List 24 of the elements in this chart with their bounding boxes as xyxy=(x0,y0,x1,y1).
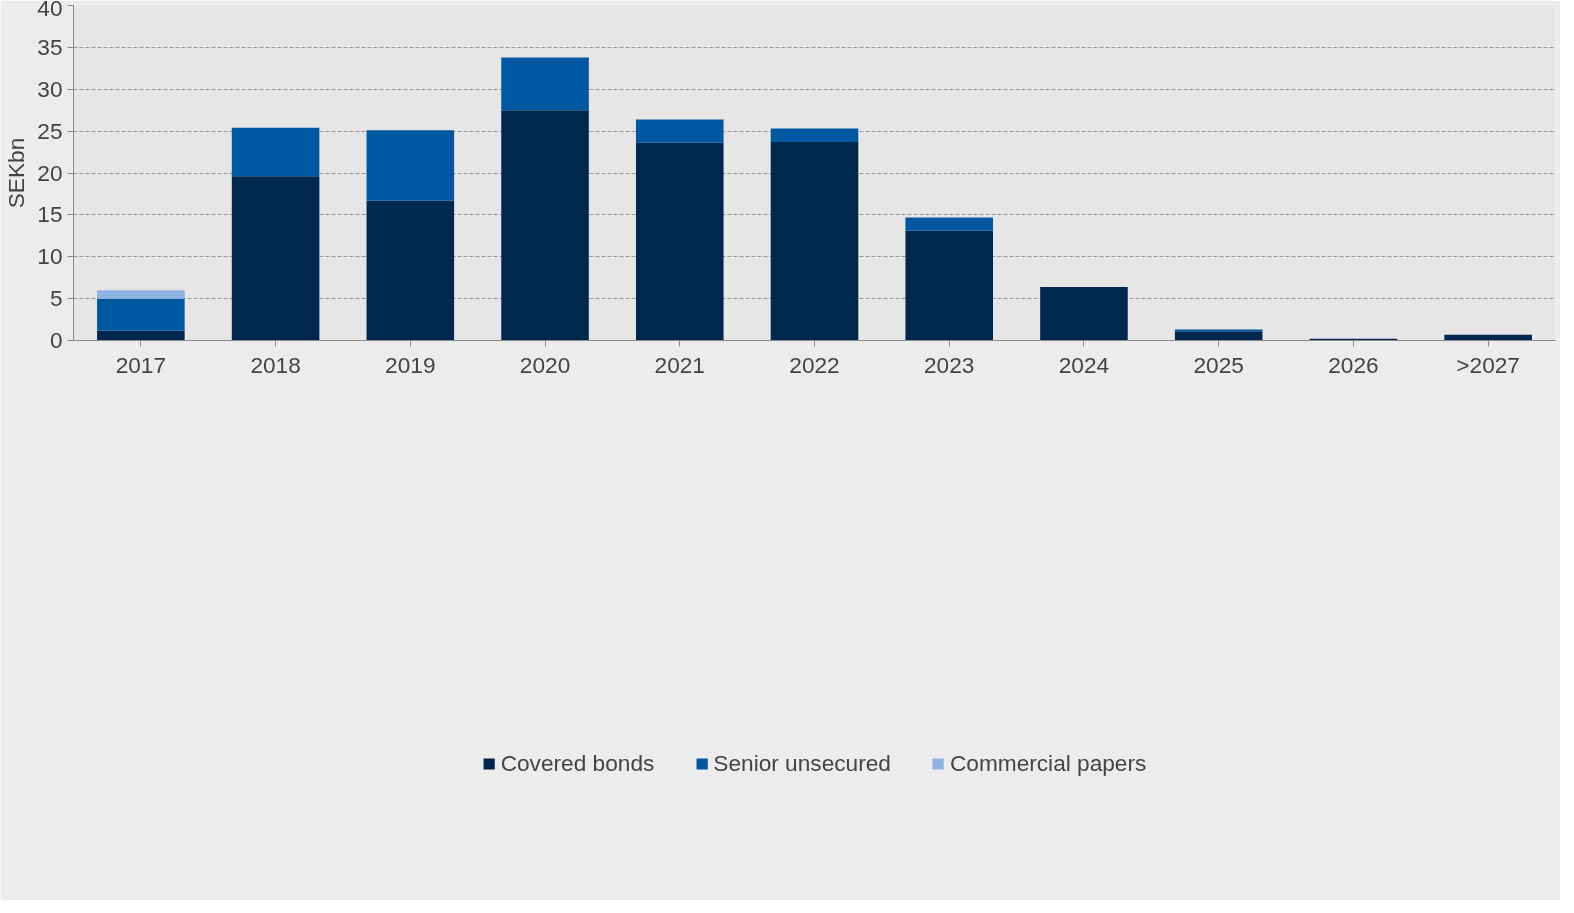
x-tick-label: 2023 xyxy=(924,351,975,378)
x-tick-label: 2025 xyxy=(1193,351,1244,378)
x-tick-label: 2024 xyxy=(1058,351,1110,378)
x-tick-label: 2022 xyxy=(789,351,840,378)
y-tick-label: 0 xyxy=(49,327,63,353)
y-tick-label: 20 xyxy=(37,159,63,186)
y-tick-label: 15 xyxy=(37,201,63,228)
x-tick-label: 2021 xyxy=(654,351,705,378)
x-tick-label: 2018 xyxy=(250,351,301,378)
x-tick-label: 2017 xyxy=(115,351,167,378)
y-tick-label: 35 xyxy=(37,33,63,60)
y-tick-label: 25 xyxy=(37,117,63,144)
y-tick-label: 30 xyxy=(37,75,63,102)
x-tick-label: 2026 xyxy=(1328,351,1379,378)
y-tick-label: 40 xyxy=(37,0,63,21)
y-tick-label: 5 xyxy=(49,285,63,312)
legend-label: Senior unsecured xyxy=(713,749,891,777)
x-tick-label: 2019 xyxy=(385,351,436,378)
y-axis-title: SEKbn xyxy=(3,137,30,209)
legend-label: Commercial papers xyxy=(949,749,1147,777)
legend-label: Covered bonds xyxy=(500,749,655,777)
x-tick-label: 2020 xyxy=(519,351,571,378)
x-tick-label: >2027 xyxy=(1456,351,1520,378)
y-tick-label: 10 xyxy=(37,243,63,270)
